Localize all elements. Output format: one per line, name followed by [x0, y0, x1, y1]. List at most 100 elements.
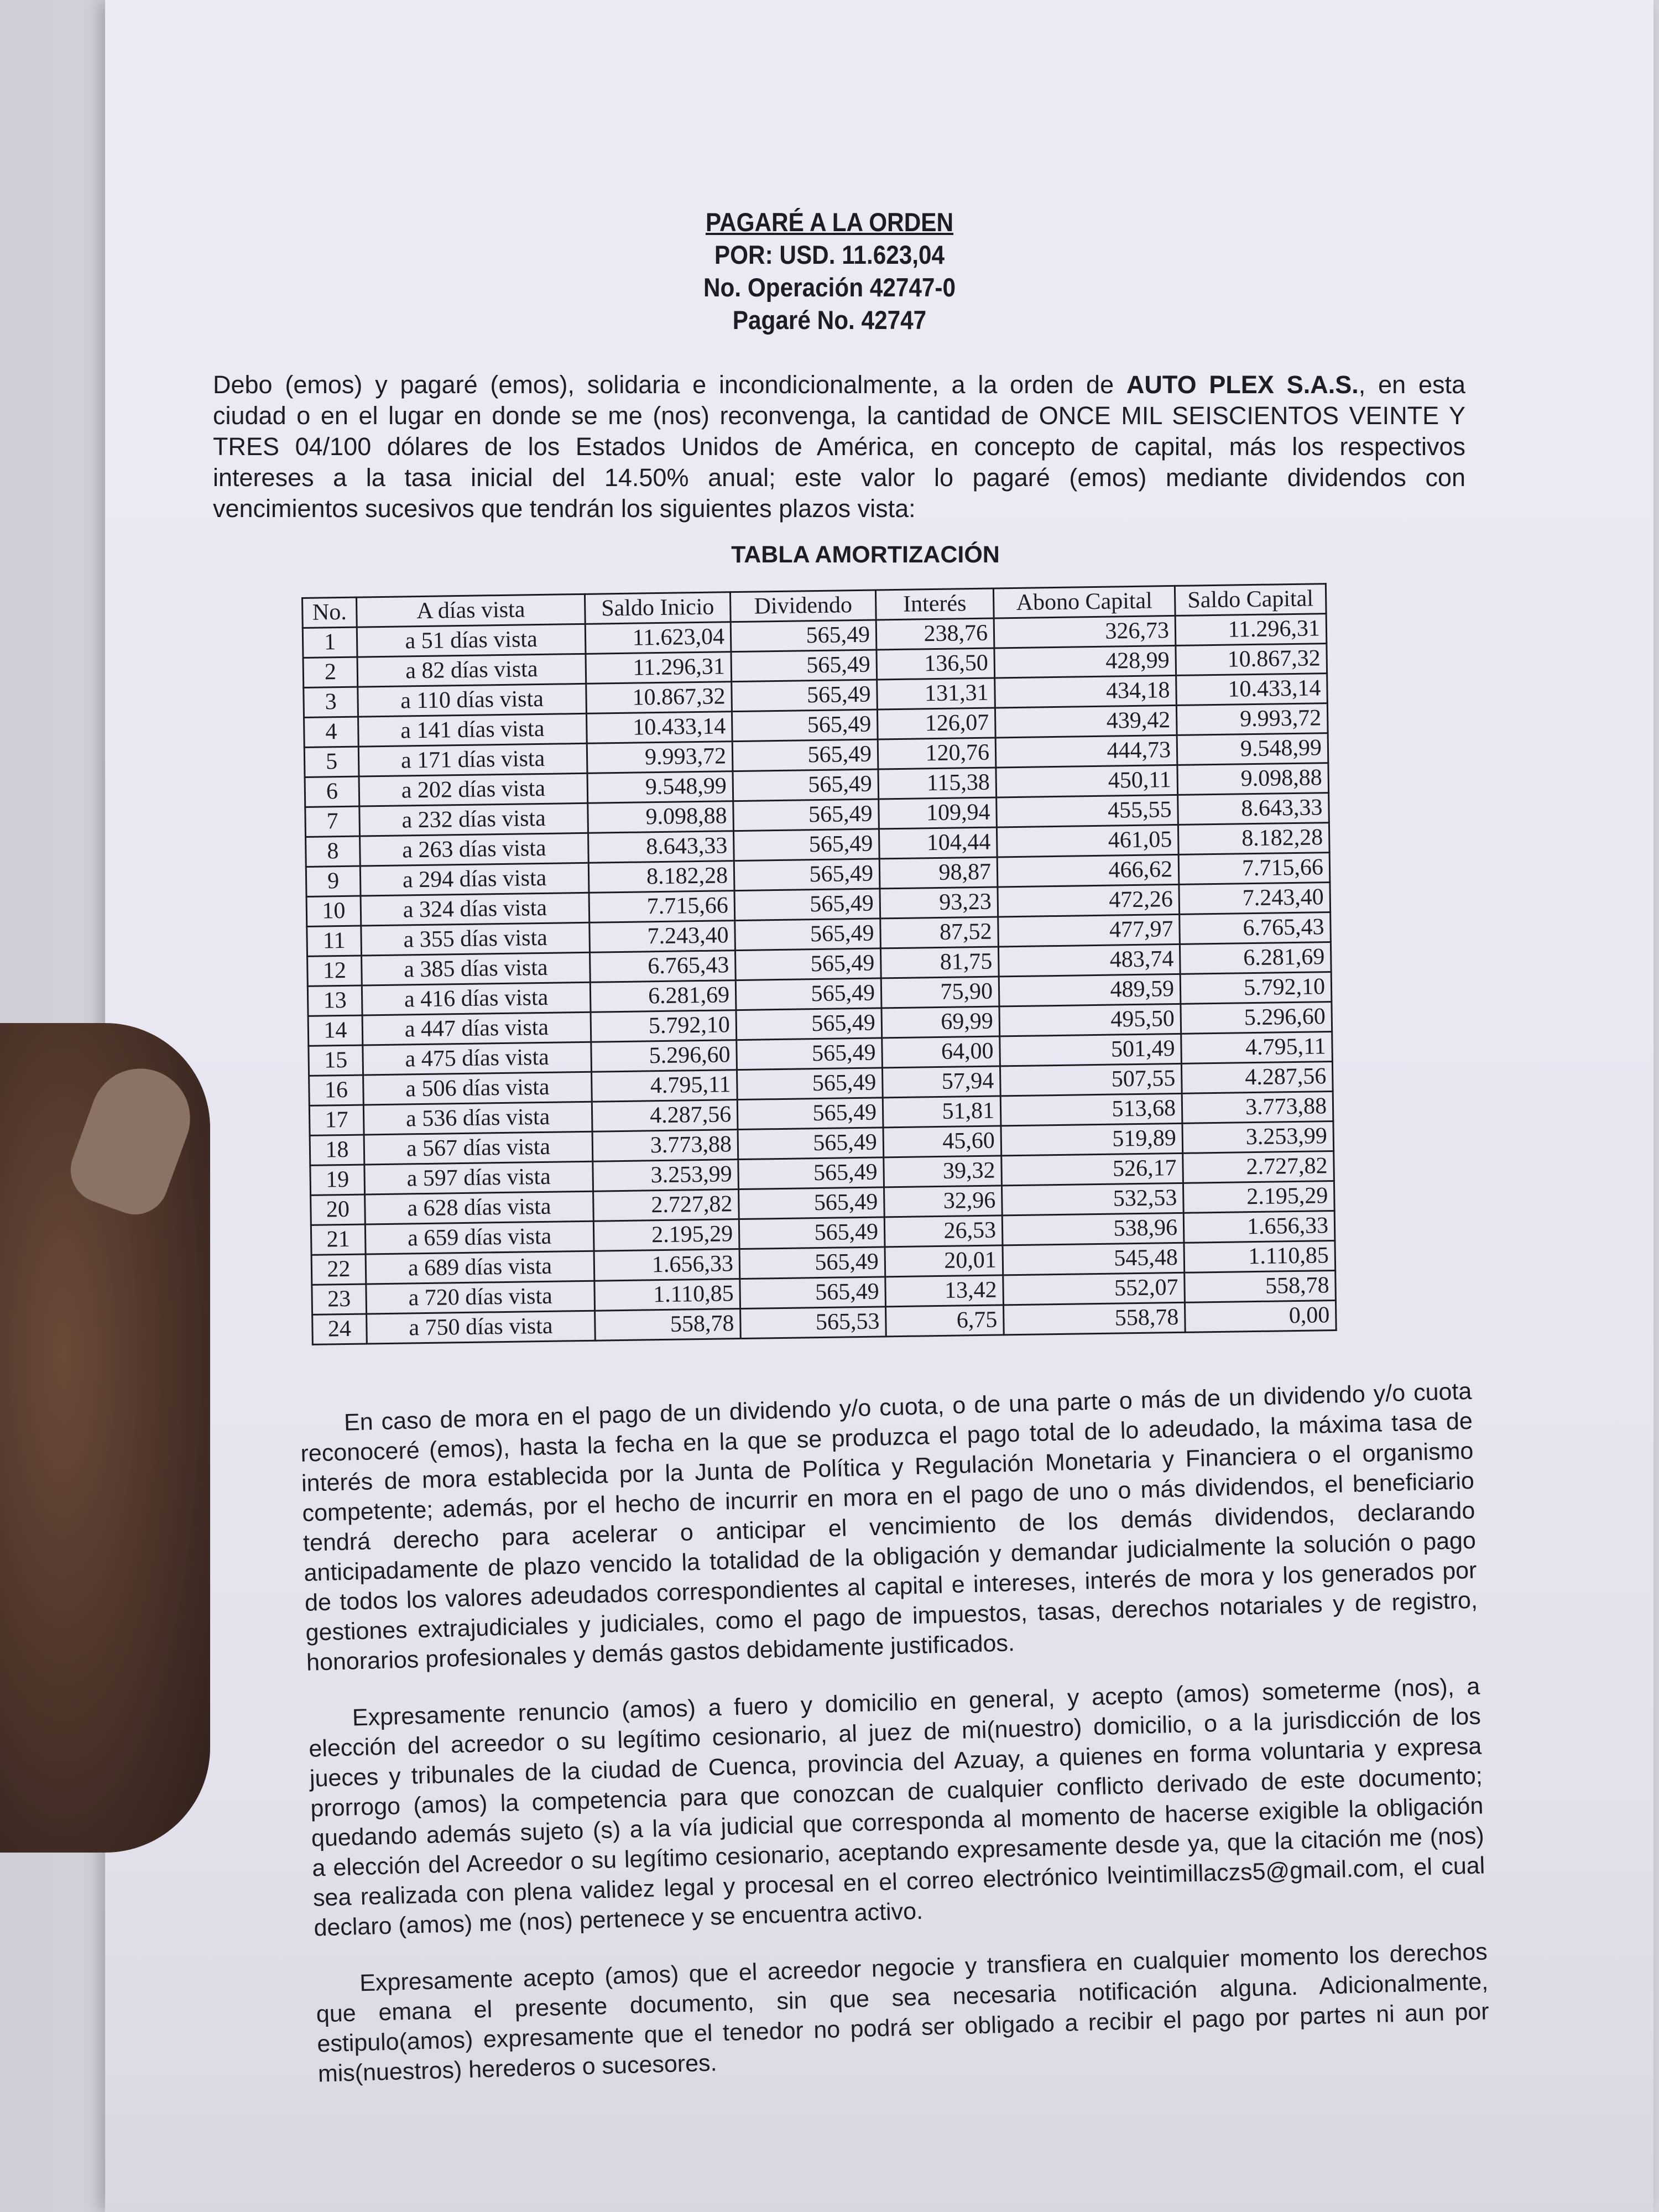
document-header: PAGARÉ A LA ORDEN POR: USD. 11.623,04 No…	[0, 206, 1659, 336]
col-interest-cell: 120,76	[878, 737, 996, 769]
header-col-end-balance: Saldo Capital	[1175, 583, 1327, 616]
col-no-cell: 22	[311, 1254, 366, 1285]
col-days-cell: a 355 días vista	[361, 922, 590, 956]
col-interest-cell: 51,81	[883, 1095, 1001, 1128]
col-principal-cell: 489,59	[999, 974, 1181, 1006]
col-dividend-cell: 565,49	[731, 649, 877, 682]
amortization-table: No. A días vista Saldo Inicio Dividendo Inte…	[301, 583, 1337, 1345]
col-days-cell: a 720 días vista	[366, 1281, 595, 1314]
col-end-balance-cell: 2.195,29	[1183, 1181, 1335, 1213]
intro-line: vencimientos sucesivos que tendrán los s…	[213, 493, 1465, 524]
col-interest-cell: 131,31	[877, 678, 995, 709]
col-end-balance-cell: 7.243,40	[1178, 882, 1331, 915]
creditor-name: AUTO PLEX S.A.S.	[1126, 371, 1359, 399]
col-dividend-cell: 565,49	[738, 1187, 885, 1219]
col-dividend-cell: 565,49	[733, 828, 880, 861]
col-principal-cell: 495,50	[999, 1004, 1181, 1036]
header-col-interest: Interés	[875, 588, 994, 620]
col-dividend-cell: 565,49	[734, 918, 881, 951]
col-principal-cell: 326,73	[994, 615, 1176, 649]
amount-line: POR: USD. 11.623,04	[714, 240, 945, 269]
table-title: TABLA AMORTIZACIÓN	[731, 541, 1000, 568]
col-no-cell: 5	[304, 747, 359, 778]
col-principal-cell: 450,11	[995, 765, 1178, 797]
col-start-balance-cell: 2.727,82	[593, 1189, 739, 1222]
col-no-cell: 2	[303, 657, 358, 688]
header-col-start-balance: Saldo Inicio	[585, 592, 731, 624]
col-days-cell: a 659 días vista	[365, 1221, 594, 1254]
intro-line: ciudad o en el lugar en donde se me (nos…	[213, 400, 1465, 431]
col-dividend-cell: 565,49	[739, 1276, 886, 1309]
col-dividend-cell: 565,49	[739, 1217, 885, 1249]
col-interest-cell: 6,75	[885, 1305, 1004, 1337]
col-dividend-cell: 565,49	[731, 679, 878, 712]
col-principal-cell: 558,78	[1003, 1302, 1186, 1335]
text-run: ciudad o en el lugar en donde se me (nos…	[213, 401, 1465, 430]
col-no-cell: 8	[305, 836, 361, 867]
col-interest-cell: 98,87	[879, 857, 998, 889]
col-end-balance-cell: 10.433,14	[1176, 673, 1328, 706]
col-principal-cell: 526,17	[1001, 1153, 1183, 1186]
col-days-cell: a 506 días vista	[363, 1072, 592, 1105]
col-interest-cell: 64,00	[881, 1036, 1000, 1068]
col-principal-cell: 477,97	[998, 914, 1180, 947]
col-days-cell: a 597 días vista	[364, 1161, 593, 1195]
col-end-balance-cell: 1.110,85	[1183, 1240, 1335, 1273]
col-no-cell: 4	[304, 717, 359, 748]
col-no-cell: 12	[307, 956, 362, 987]
col-principal-cell: 455,55	[996, 795, 1178, 827]
col-start-balance-cell: 7.243,40	[589, 920, 735, 953]
col-dividend-cell: 565,49	[734, 858, 880, 891]
col-days-cell: a 294 días vista	[360, 863, 589, 896]
col-dividend-cell: 565,49	[732, 709, 878, 742]
col-interest-cell: 126,07	[877, 708, 996, 739]
col-days-cell: a 628 días vista	[364, 1191, 594, 1224]
col-start-balance-cell: 9.993,72	[587, 741, 733, 774]
col-start-balance-cell: 5.792,10	[591, 1010, 737, 1042]
col-dividend-cell: 565,49	[738, 1157, 884, 1190]
col-end-balance-cell: 11.296,31	[1175, 613, 1327, 646]
col-end-balance-cell: 5.296,60	[1180, 1001, 1332, 1034]
col-days-cell: a 567 días vista	[364, 1131, 593, 1165]
col-no-cell: 19	[310, 1165, 365, 1196]
col-end-balance-cell: 0,00	[1185, 1300, 1337, 1333]
col-principal-cell: 519,89	[1000, 1123, 1183, 1156]
col-no-cell: 20	[310, 1194, 366, 1225]
col-end-balance-cell: 558,78	[1184, 1270, 1336, 1303]
col-interest-cell: 238,76	[876, 618, 994, 650]
col-end-balance-cell: 4.795,11	[1181, 1031, 1333, 1064]
col-interest-cell: 57,94	[882, 1066, 1001, 1098]
col-days-cell: a 385 días vista	[361, 952, 591, 986]
col-dividend-cell: 565,49	[732, 769, 879, 801]
col-start-balance-cell: 1.110,85	[594, 1279, 740, 1311]
col-start-balance-cell: 6.281,69	[590, 980, 737, 1013]
col-end-balance-cell: 2.727,82	[1182, 1151, 1334, 1183]
col-no-cell: 1	[302, 627, 358, 658]
col-interest-cell: 81,75	[880, 946, 999, 978]
intro-line: intereses a la tasa inicial del 14.50% a…	[213, 462, 1465, 493]
col-end-balance-cell: 6.281,69	[1180, 942, 1332, 974]
col-principal-cell: 532,53	[1001, 1183, 1184, 1215]
col-days-cell: a 324 días vista	[361, 893, 589, 926]
col-days-cell: a 51 días vista	[357, 624, 586, 658]
col-dividend-cell: 565,49	[732, 739, 878, 771]
col-start-balance-cell: 9.548,99	[587, 771, 733, 804]
col-principal-cell: 472,26	[997, 884, 1180, 917]
col-days-cell: a 475 días vista	[362, 1042, 592, 1076]
col-principal-cell: 538,96	[1002, 1213, 1184, 1245]
col-dividend-cell: 565,49	[731, 619, 877, 652]
col-days-cell: a 689 días vista	[366, 1251, 594, 1284]
col-principal-cell: 439,42	[995, 705, 1177, 738]
col-interest-cell: 26,53	[884, 1215, 1003, 1247]
document-title: PAGARÉ A LA ORDEN	[705, 207, 954, 237]
col-no-cell: 13	[307, 985, 363, 1016]
col-days-cell: a 232 días vista	[359, 803, 588, 837]
col-no-cell: 6	[305, 776, 359, 807]
col-end-balance-cell: 8.182,28	[1178, 822, 1330, 855]
col-interest-cell: 45,60	[883, 1125, 1001, 1157]
col-start-balance-cell: 6.765,43	[589, 950, 736, 983]
header-col-no: No.	[302, 597, 357, 628]
document-page	[105, 0, 1653, 2212]
col-dividend-cell: 565,49	[735, 948, 881, 980]
col-no-cell: 17	[309, 1105, 364, 1136]
